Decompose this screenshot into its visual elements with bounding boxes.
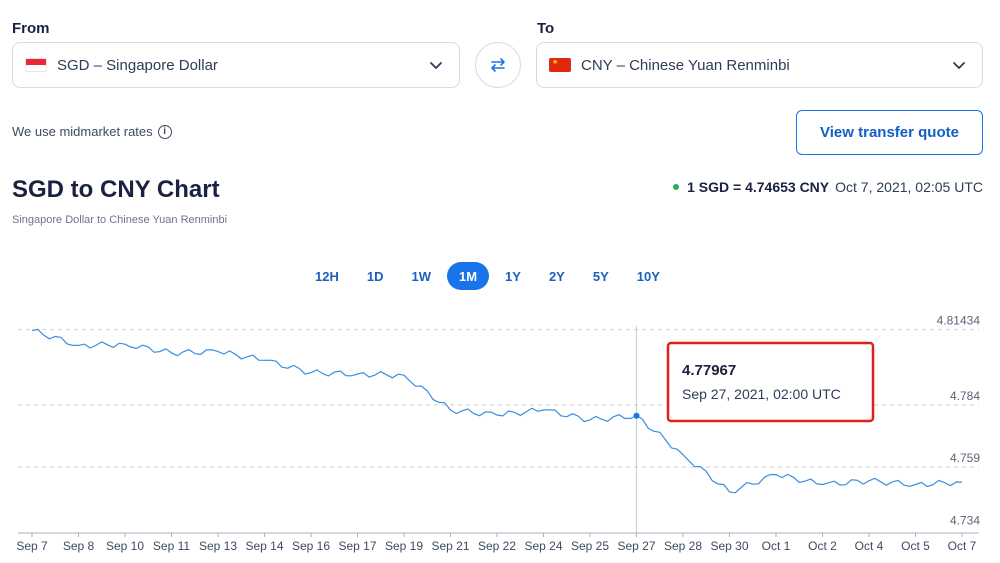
x-tick-label: Sep 19 xyxy=(385,539,423,553)
chart-title: SGD to CNY Chart xyxy=(12,176,220,203)
x-tick-label: Sep 17 xyxy=(338,539,376,553)
x-tick-label: Sep 10 xyxy=(106,539,144,553)
y-tick-label: 4.81434 xyxy=(937,314,981,328)
x-tick-label: Sep 22 xyxy=(478,539,516,553)
x-tick-label: Sep 24 xyxy=(524,539,562,553)
range-1w-button[interactable]: 1W xyxy=(411,268,431,284)
x-tick-label: Sep 21 xyxy=(431,539,469,553)
x-tick-label: Sep 14 xyxy=(245,539,283,553)
from-label: From xyxy=(12,20,50,37)
x-tick-label: Oct 2 xyxy=(808,539,837,553)
swap-arrows-icon xyxy=(491,58,505,72)
range-1d-button[interactable]: 1D xyxy=(366,268,384,284)
swap-currencies-button[interactable] xyxy=(475,42,521,88)
china-flag-icon xyxy=(549,58,571,72)
tooltip-value: 4.77967 xyxy=(682,362,736,379)
time-range-selector: 12H 1D 1W 1M 1Y 2Y 5Y 10Y xyxy=(303,262,676,290)
to-currency-value: CNY – Chinese Yuan Renminbi xyxy=(581,56,790,74)
info-icon[interactable]: i xyxy=(157,124,172,139)
current-rate: 1 SGD = 4.74653 CNY Oct 7, 2021, 02:05 U… xyxy=(673,179,983,195)
range-1y-button[interactable]: 1Y xyxy=(505,268,521,284)
to-label: To xyxy=(537,20,555,37)
x-tick-label: Oct 5 xyxy=(901,539,930,553)
range-1m-button[interactable]: 1M xyxy=(446,262,490,290)
hover-point xyxy=(633,412,640,419)
singapore-flag-icon xyxy=(25,58,47,72)
x-tick-label: Sep 27 xyxy=(617,539,655,553)
chevron-down-icon xyxy=(430,62,442,69)
live-status-dot xyxy=(673,184,680,190)
midmarket-note: We use midmarket rates i xyxy=(12,124,172,139)
x-tick-label: Sep 11 xyxy=(153,539,190,553)
y-tick-label: 4.734 xyxy=(950,513,980,527)
view-transfer-quote-button[interactable]: View transfer quote xyxy=(796,110,983,155)
x-tick-label: Oct 1 xyxy=(762,539,791,553)
range-5y-button[interactable]: 5Y xyxy=(592,268,609,284)
range-2y-button[interactable]: 2Y xyxy=(548,268,565,284)
chart-subtitle: Singapore Dollar to Chinese Yuan Renminb… xyxy=(12,214,228,226)
x-tick-label: Sep 7 xyxy=(16,539,48,553)
x-tick-label: Sep 30 xyxy=(710,539,748,553)
to-currency-select[interactable]: CNY – Chinese Yuan Renminbi xyxy=(536,42,983,88)
from-currency-value: SGD – Singapore Dollar xyxy=(57,56,218,74)
x-tick-label: Sep 28 xyxy=(664,539,702,553)
rate-timestamp: Oct 7, 2021, 02:05 UTC xyxy=(835,179,983,195)
x-tick-label: Sep 13 xyxy=(199,539,237,553)
rate-series-line xyxy=(31,328,963,494)
tooltip-box xyxy=(666,341,875,423)
range-12h-button[interactable]: 12H xyxy=(315,268,339,284)
x-tick-label: Sep 16 xyxy=(292,539,330,553)
x-tick-label: Sep 25 xyxy=(571,539,609,553)
x-tick-label: Oct 4 xyxy=(855,539,884,553)
from-currency-select[interactable]: SGD – Singapore Dollar xyxy=(12,42,460,88)
x-tick-label: Oct 7 xyxy=(948,539,977,553)
y-tick-label: 4.784 xyxy=(950,389,980,403)
chevron-down-icon xyxy=(953,62,965,69)
rate-value: 1 SGD = 4.74653 CNY xyxy=(687,179,830,195)
tooltip-timestamp: Sep 27, 2021, 02:00 UTC xyxy=(682,386,841,402)
x-tick-label: Sep 8 xyxy=(63,539,95,553)
midmarket-text: We use midmarket rates xyxy=(12,124,153,139)
exchange-rate-chart[interactable]: 4.81434 4.784 4.759 4.734 Sep 7 Sep 8 Sep 10 Se… xyxy=(0,300,1000,563)
y-tick-label: 4.759 xyxy=(950,451,980,465)
range-10y-button[interactable]: 10Y xyxy=(636,268,660,284)
